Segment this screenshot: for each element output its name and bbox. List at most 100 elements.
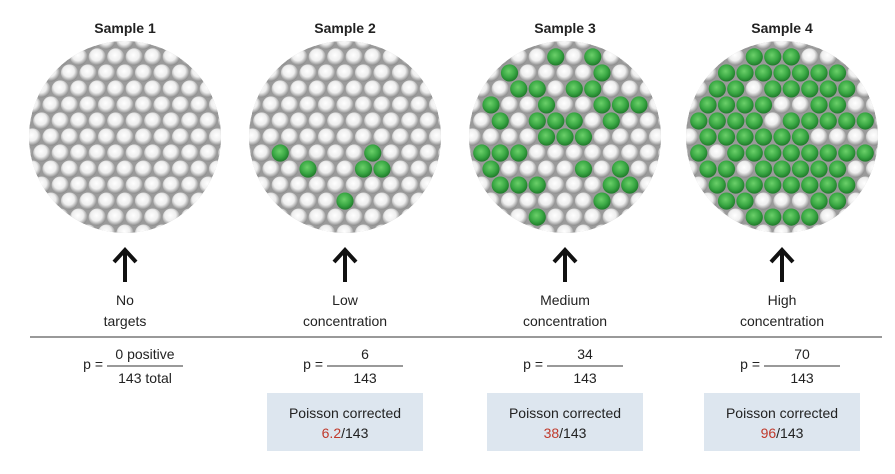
positive-droplet [727, 112, 745, 130]
droplet [308, 48, 326, 66]
droplet [336, 224, 354, 233]
droplet [345, 112, 363, 130]
droplet [51, 48, 69, 66]
droplet [847, 64, 865, 82]
droplet [336, 41, 354, 50]
droplet [190, 192, 208, 210]
numerator: 0 positive [115, 346, 174, 362]
droplet [382, 48, 400, 66]
droplet [153, 160, 171, 178]
droplet [327, 48, 345, 66]
droplet [648, 160, 661, 178]
droplet [556, 41, 574, 50]
droplet [97, 96, 116, 114]
droplet [125, 48, 143, 66]
droplet [190, 64, 208, 82]
droplet [791, 96, 810, 114]
droplet [317, 128, 336, 146]
droplet [271, 208, 289, 226]
droplet [171, 192, 190, 210]
corrected-label: Poisson corrected [726, 405, 838, 421]
droplet [60, 160, 79, 178]
droplet [510, 112, 528, 130]
droplet [317, 96, 336, 114]
droplet [125, 144, 143, 162]
droplet [639, 80, 657, 98]
droplet [438, 112, 441, 130]
denominator: 143 total [118, 370, 172, 386]
positive-droplet [354, 160, 373, 178]
droplet [391, 160, 410, 178]
droplet [686, 160, 699, 178]
droplet [547, 144, 565, 162]
corrected-value: 38/143 [544, 425, 587, 441]
droplet [107, 208, 125, 226]
positive-droplet [736, 64, 754, 82]
positive-droplet [810, 64, 828, 82]
droplet-disk [29, 41, 221, 233]
positive-droplet [810, 96, 828, 114]
droplet [97, 192, 116, 210]
droplet [33, 144, 51, 162]
corrected-total: /143 [341, 425, 368, 441]
droplet [308, 144, 326, 162]
droplet [354, 96, 373, 114]
droplet [373, 128, 391, 146]
droplet [438, 144, 441, 162]
droplet [708, 48, 726, 66]
positive-droplet [717, 96, 736, 114]
numerator: 70 [794, 346, 810, 362]
droplet [773, 224, 791, 233]
positive-droplet [602, 112, 620, 130]
droplet [611, 128, 630, 146]
positive-droplet [782, 176, 800, 194]
droplet [410, 64, 428, 82]
droplet [144, 80, 162, 98]
droplet [469, 144, 472, 162]
droplet [262, 64, 280, 82]
droplet [791, 224, 810, 233]
droplet [648, 128, 661, 146]
droplet [345, 208, 363, 226]
droplet [107, 80, 125, 98]
positive-droplet [528, 176, 546, 194]
sample-label: Low [332, 292, 359, 308]
droplet [500, 96, 519, 114]
droplet [428, 128, 441, 146]
droplet [308, 176, 326, 194]
droplet [29, 160, 42, 178]
droplet [190, 128, 208, 146]
droplet [88, 208, 106, 226]
positive-droplet [828, 64, 847, 82]
droplet [401, 48, 419, 66]
droplet [469, 112, 472, 130]
droplet [79, 224, 97, 233]
droplet [537, 224, 556, 233]
droplet [70, 80, 88, 98]
positive-droplet [611, 160, 630, 178]
droplet [510, 208, 528, 226]
droplet [639, 176, 657, 194]
droplet [658, 144, 661, 162]
droplet [199, 144, 217, 162]
droplet [773, 96, 791, 114]
positive-droplet [745, 48, 763, 66]
droplet [382, 80, 400, 98]
droplet [391, 128, 410, 146]
denominator: 143 [353, 370, 377, 386]
positive-droplet [299, 160, 317, 178]
droplet [181, 176, 199, 194]
droplet [686, 112, 689, 130]
droplet [299, 96, 317, 114]
droplet [29, 128, 42, 146]
droplet [699, 192, 717, 210]
droplet [736, 224, 754, 233]
droplet [42, 128, 60, 146]
droplet [428, 96, 441, 114]
droplet [249, 96, 262, 114]
droplet [190, 96, 208, 114]
droplet [262, 192, 280, 210]
droplet [171, 160, 190, 178]
droplet [280, 96, 299, 114]
